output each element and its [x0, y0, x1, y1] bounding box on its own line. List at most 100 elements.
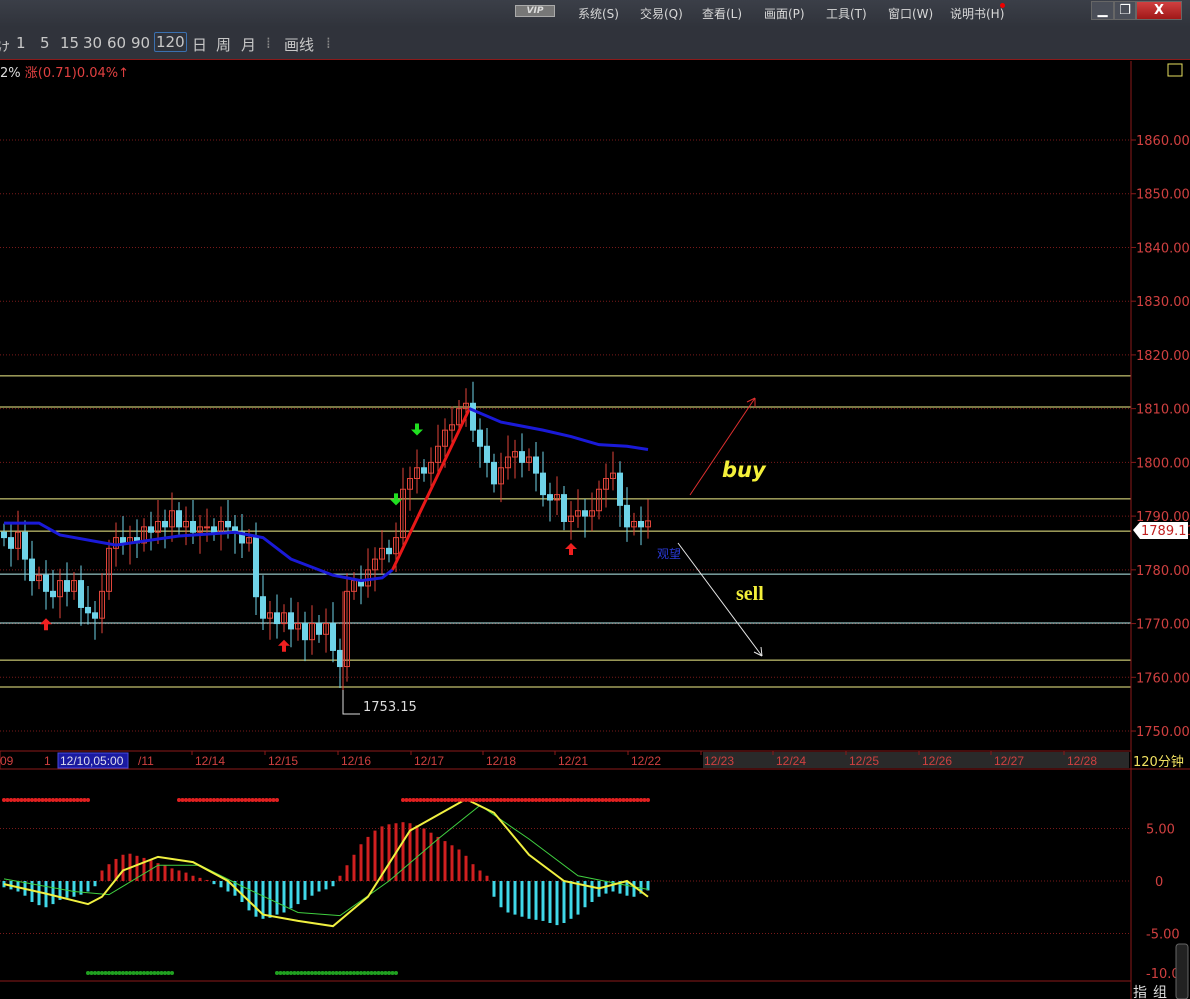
candle-down [547, 494, 553, 501]
group-button[interactable]: 组 [1153, 985, 1167, 999]
menu-view[interactable]: 查看(L) [702, 7, 743, 21]
period-1[interactable]: 1 [16, 34, 26, 52]
macd-bar [499, 881, 503, 908]
candle-down [64, 580, 70, 592]
period-15[interactable]: 15 [60, 34, 80, 52]
candle-up [197, 526, 203, 533]
macd-bar [149, 860, 153, 881]
red-dot [408, 798, 412, 802]
candle-down [519, 451, 525, 463]
red-dot [607, 798, 612, 802]
separator: ⁞ [326, 34, 331, 52]
green-dot [103, 971, 108, 975]
time-tick-label: 12/21 [558, 754, 588, 768]
candle-up [57, 580, 63, 598]
red-dot [40, 798, 45, 802]
macd-bar [548, 881, 552, 923]
green-dot [128, 971, 132, 975]
period-month[interactable]: 月 [241, 36, 257, 54]
candle-up [400, 488, 406, 539]
green-dot [166, 971, 171, 975]
green-dot [331, 971, 335, 975]
time-tick-label: 12/26 [922, 754, 952, 768]
macd-bar [450, 845, 454, 881]
macd-bar [429, 832, 433, 881]
red-dot [621, 798, 626, 802]
green-dot [380, 971, 384, 975]
red-dot [625, 798, 629, 802]
period-90[interactable]: 90 [131, 34, 151, 52]
period-60[interactable]: 60 [107, 34, 127, 52]
minimize-button[interactable]: ▁ [1091, 1, 1114, 20]
period-5[interactable]: 5 [40, 34, 50, 52]
period-day[interactable]: 日 [192, 36, 208, 54]
period-partial[interactable]: ゖ [0, 36, 12, 54]
red-dot [51, 798, 55, 802]
period-120[interactable]: 120 [154, 32, 187, 52]
green-dot [138, 971, 143, 975]
candle-up [596, 488, 602, 512]
restore-button[interactable]: ❐ [1114, 1, 1136, 20]
candle-up [610, 472, 616, 479]
candle-down [22, 531, 28, 560]
candle-up [71, 580, 77, 592]
period-toolbar [0, 27, 1190, 60]
time-tick-label: 12/25 [849, 754, 879, 768]
candle-down [190, 520, 196, 533]
candle-up [631, 520, 637, 528]
macd-tick-label: 0 [1155, 875, 1163, 890]
dea-line [3, 804, 649, 917]
candle-down [386, 547, 392, 555]
period-30[interactable]: 30 [83, 34, 103, 52]
candle-down [316, 623, 322, 635]
draw-line-button[interactable]: 画线 [284, 36, 315, 54]
green-dot [100, 971, 104, 975]
red-dot [275, 798, 279, 802]
macd-bar [646, 881, 650, 891]
indicator-button[interactable]: 指 [1133, 985, 1147, 999]
red-dot [418, 798, 423, 802]
signals [40, 423, 577, 652]
period-week[interactable]: 周 [216, 36, 232, 54]
red-dot [565, 798, 570, 802]
candle-up [295, 623, 301, 630]
menu-trade[interactable]: 交易(Q) [640, 7, 683, 21]
candle-up [169, 510, 175, 528]
menu-system[interactable]: 系统(S) [578, 7, 619, 21]
candle-down [477, 429, 483, 447]
menu-window[interactable]: 窗口(W) [888, 7, 934, 21]
red-dot [233, 798, 237, 802]
macd-bar [135, 855, 139, 881]
macd-bar [387, 824, 391, 881]
menu-screen[interactable]: 画面(P) [764, 7, 805, 21]
macd-bar [590, 881, 594, 902]
green-dot [383, 971, 388, 975]
candle-down [330, 623, 336, 651]
macd-bar [527, 881, 531, 919]
macd-bar [324, 881, 328, 890]
watch-label: 观望 [657, 547, 681, 561]
red-dot [446, 798, 451, 802]
red-dot [597, 798, 601, 802]
candle-down [225, 520, 231, 528]
red-dot [72, 798, 76, 802]
macd-bar [247, 881, 251, 911]
red-dot [44, 798, 48, 802]
vip-badge[interactable]: VIP [515, 5, 555, 17]
red-dot [492, 798, 496, 802]
red-dot [191, 798, 195, 802]
red-dot [471, 798, 475, 802]
candle-down [176, 510, 182, 528]
candle-up [575, 510, 581, 517]
macd-bar [415, 825, 419, 881]
close-button[interactable]: X [1136, 1, 1182, 20]
menu-help[interactable]: 说明书(H) [950, 7, 1005, 21]
red-dot [572, 798, 577, 802]
red-dot [254, 798, 258, 802]
macd-bar [317, 881, 321, 892]
menu-tools[interactable]: 工具(T) [826, 7, 867, 21]
layout-toggle-icon[interactable] [1167, 63, 1183, 77]
macd-bar [632, 881, 636, 897]
candle-down [92, 612, 98, 619]
